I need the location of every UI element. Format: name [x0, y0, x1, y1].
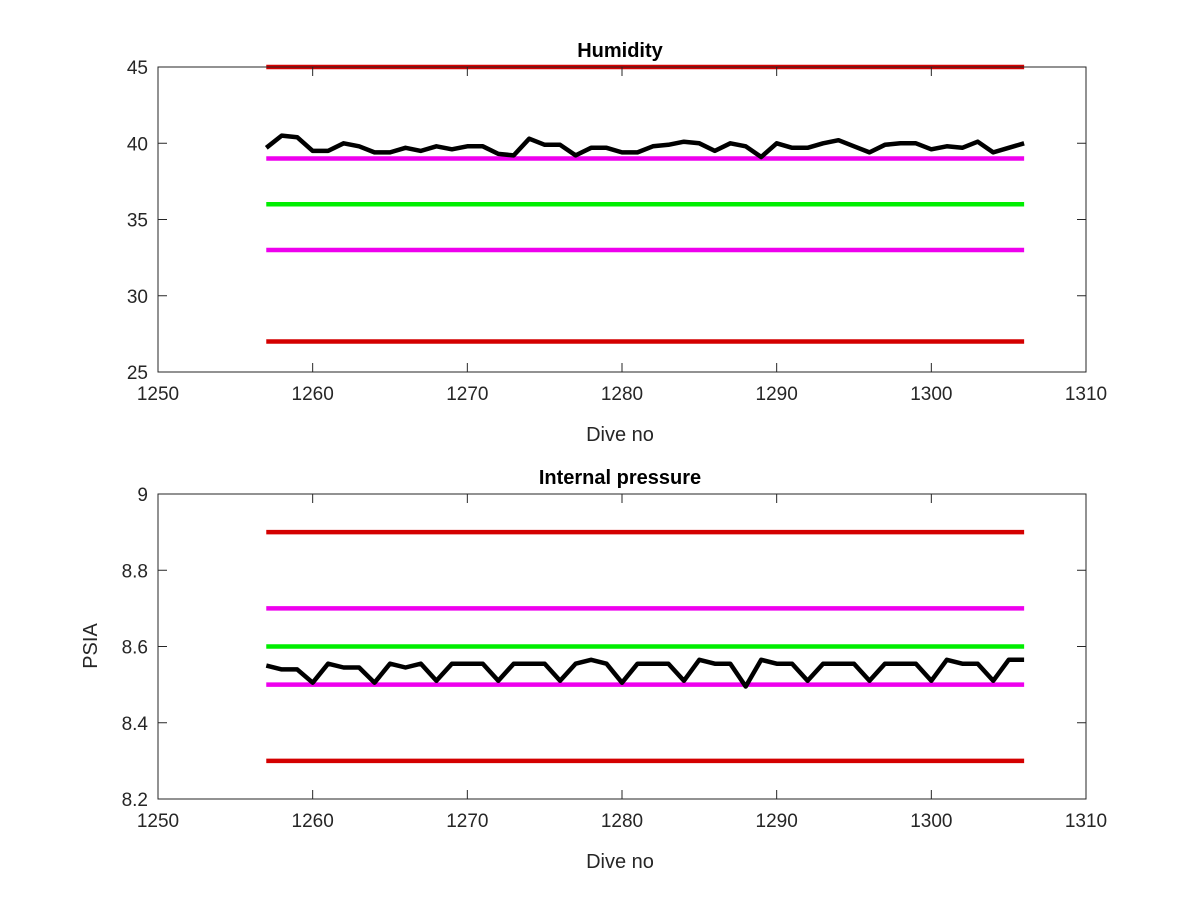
chart-title: Internal pressure [539, 467, 701, 489]
x-tick-label: 1270 [446, 384, 488, 405]
y-tick-label: 8.8 [122, 561, 148, 582]
y-tick-label: 8.6 [122, 638, 148, 659]
ticks: 1250 1260 1270 1280 1290 1300 1310 8.2 8.4 8.6 8.8… [122, 485, 1108, 832]
y-tick-label: 8.4 [122, 714, 149, 735]
y-tick-label: 35 [127, 211, 148, 232]
plot-area [265, 529, 1025, 764]
x-axis-label: Dive no [586, 424, 654, 446]
humidity-chart: Humidity 1250 1260 1270 1280 1290 1300 1310 25 3… [127, 40, 1107, 446]
y-axis-label: PSIA [80, 623, 102, 669]
y-tick-label: 9 [137, 485, 148, 506]
x-tick-label: 1270 [446, 811, 488, 832]
y-tick-label: 45 [127, 58, 148, 79]
x-tick-label: 1250 [137, 384, 179, 405]
x-tick-label: 1300 [910, 811, 952, 832]
ticks: 1250 1260 1270 1280 1290 1300 1310 25 30 35 40 45 [127, 58, 1107, 405]
series-line [265, 657, 1025, 689]
y-tick-label: 25 [127, 363, 148, 384]
x-tick-label: 1280 [601, 811, 643, 832]
x-tick-label: 1260 [292, 811, 334, 832]
y-tick-label: 8.2 [122, 790, 148, 811]
x-tick-label: 1310 [1065, 384, 1107, 405]
y-tick-label: 30 [127, 287, 148, 308]
x-axis-label: Dive no [586, 851, 654, 873]
internal-pressure-chart: Internal pressure 1250 1260 1270 1280 1290 13… [80, 467, 1107, 873]
x-tick-label: 1280 [601, 384, 643, 405]
chart-title: Humidity [577, 40, 663, 62]
series-line [264, 133, 1025, 160]
x-tick-label: 1260 [292, 384, 334, 405]
y-tick-label: 40 [127, 134, 148, 155]
x-tick-label: 1250 [137, 811, 179, 832]
x-tick-label: 1290 [756, 811, 798, 832]
x-tick-label: 1300 [910, 384, 952, 405]
x-tick-label: 1290 [756, 384, 798, 405]
x-tick-label: 1310 [1065, 811, 1107, 832]
